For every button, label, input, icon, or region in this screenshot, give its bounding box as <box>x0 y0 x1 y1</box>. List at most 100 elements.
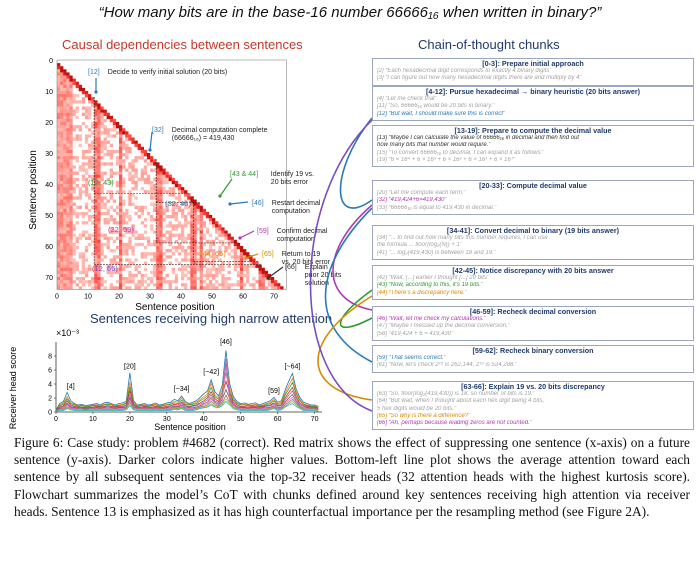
matrix-cell <box>66 208 70 213</box>
matrix-cell <box>72 125 76 129</box>
matrix-cell <box>81 174 86 178</box>
matrix-cell <box>274 283 278 287</box>
matrix-cell <box>57 187 61 191</box>
matrix-cell <box>97 140 101 144</box>
matrix-cell <box>57 180 61 185</box>
matrix-cell <box>75 94 79 98</box>
matrix-cell <box>156 177 160 182</box>
matrix-cell <box>57 196 61 200</box>
matrix-annotations: [12] Decide to verify initial solution (2… <box>88 69 342 287</box>
matrix-cell <box>168 261 172 265</box>
chunk-header: [46-59]: Recheck decimal conversion <box>469 307 597 316</box>
matrix-cell <box>153 193 157 197</box>
matrix-cell <box>109 286 113 290</box>
matrix-cell <box>72 252 76 256</box>
matrix-cell <box>168 193 172 197</box>
matrix-cell <box>202 224 206 228</box>
matrix-cell <box>66 131 70 135</box>
matrix-cell <box>97 273 101 278</box>
matrix-cell <box>236 255 241 259</box>
matrix-cell <box>75 264 79 268</box>
matrix-cell <box>137 242 141 247</box>
matrix-cell <box>159 252 163 256</box>
matrix-annotation-text: Restart decimal <box>272 200 321 207</box>
matrix-cell <box>115 261 120 265</box>
matrix-cell <box>69 125 73 129</box>
matrix-cell <box>63 84 67 89</box>
matrix-cell <box>97 277 101 281</box>
matrix-cell <box>63 134 67 138</box>
matrix-cell <box>109 174 113 178</box>
chart-peak-labels: [4][20][~34][~42][46][59][~64] <box>67 339 301 395</box>
matrix-cell <box>134 283 138 287</box>
matrix-cell <box>267 273 272 278</box>
matrix-cell <box>63 97 67 101</box>
matrix-cell <box>177 246 182 250</box>
matrix-cell <box>233 258 237 262</box>
matrix-cell <box>119 252 123 256</box>
matrix-cell <box>109 128 113 132</box>
matrix-cell <box>66 87 70 92</box>
chunk-sentence: [47] “Maybe I messed up the decimal conv… <box>377 323 510 330</box>
matrix-cell <box>75 81 79 85</box>
matrix-cell <box>171 280 175 284</box>
chunk-header: [4-12]: Pursue hexadecimal → binary heur… <box>425 87 641 96</box>
chart-scale-label: ×10⁻³ <box>56 328 79 338</box>
matrix-cell <box>199 218 203 222</box>
matrix-cell <box>143 149 148 154</box>
matrix-cell <box>60 215 64 219</box>
matrix-cell <box>69 78 73 82</box>
matrix-cell <box>171 270 175 275</box>
matrix-cell <box>236 261 241 265</box>
matrix-cell <box>60 286 64 290</box>
matrix-cell <box>131 233 135 237</box>
matrix-cell <box>100 118 104 123</box>
matrix-cell <box>208 270 213 275</box>
matrix-cell <box>106 242 110 247</box>
matrix-cell <box>91 267 95 271</box>
matrix-cell <box>63 261 67 265</box>
matrix-cell <box>115 286 120 290</box>
matrix-cell <box>162 190 166 194</box>
matrix-cell <box>190 227 194 231</box>
matrix-cell <box>190 211 194 216</box>
matrix-cell <box>215 227 219 231</box>
matrix-cell <box>84 168 89 172</box>
matrix-cell <box>63 193 67 197</box>
matrix-cell <box>81 165 86 169</box>
matrix-cell <box>193 252 197 256</box>
matrix-cell <box>128 270 132 275</box>
matrix-cell <box>140 205 144 209</box>
matrix-cell <box>202 255 206 259</box>
matrix-cell <box>258 267 262 271</box>
matrix-cell <box>156 258 160 262</box>
matrix-cell <box>125 131 129 135</box>
matrix-cell <box>119 146 123 151</box>
matrix-cell <box>69 270 73 275</box>
matrix-cell <box>277 286 281 290</box>
matrix-cell <box>112 255 117 259</box>
matrix-cell <box>97 137 101 141</box>
matrix-cell <box>153 273 157 278</box>
matrix-cell <box>190 286 194 290</box>
matrix-cell <box>97 109 101 113</box>
matrix-cell <box>122 202 126 206</box>
matrix-cell <box>131 187 135 191</box>
matrix-cell <box>94 264 98 268</box>
matrix-cell <box>187 221 191 225</box>
matrix-cell <box>94 168 98 172</box>
matrix-annotation-arrow <box>229 201 249 205</box>
matrix-cell <box>255 280 259 284</box>
matrix-cell <box>94 193 98 197</box>
matrix-cell <box>159 180 163 185</box>
chunk-sentence: [58] “419,424 + 6 = 419,430” <box>377 330 454 337</box>
matrix-cell <box>100 252 104 256</box>
matrix-cell <box>218 233 222 237</box>
matrix-cell <box>159 246 163 250</box>
matrix-cell <box>218 264 222 268</box>
matrix-cell <box>190 218 194 222</box>
matrix-cell <box>208 233 213 237</box>
matrix-cell <box>112 286 117 290</box>
matrix-cell <box>187 236 191 240</box>
matrix-annotation-arrow <box>149 131 153 151</box>
